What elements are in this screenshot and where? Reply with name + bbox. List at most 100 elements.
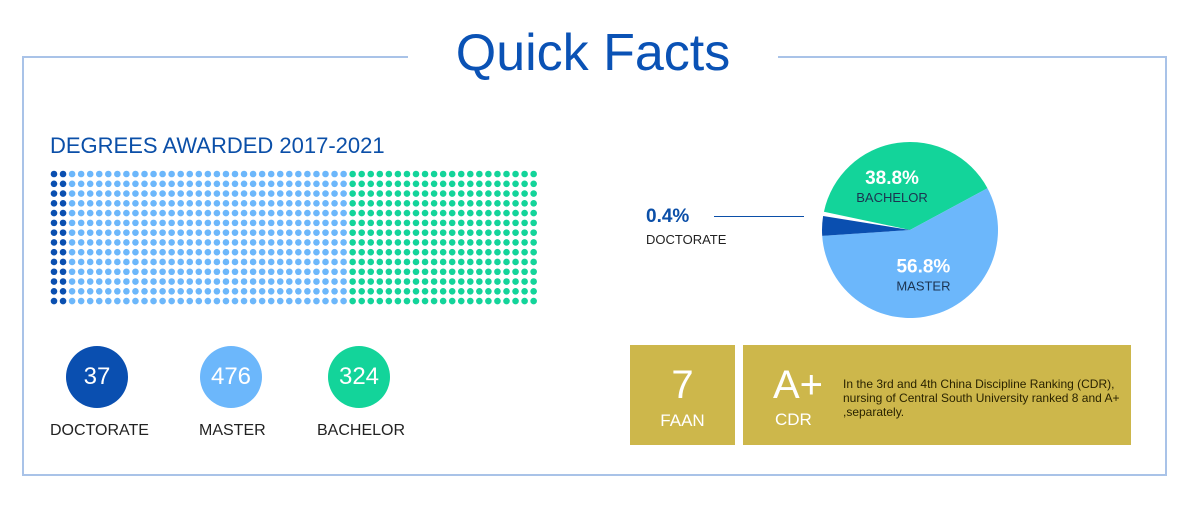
dot — [77, 170, 85, 178]
dot — [86, 200, 94, 207]
dot — [521, 229, 528, 236]
dot — [295, 239, 302, 246]
dot — [213, 200, 221, 207]
dot — [258, 190, 266, 197]
dot — [385, 180, 393, 188]
dot — [358, 297, 366, 305]
dot — [59, 239, 67, 246]
dot — [439, 219, 447, 227]
dot — [276, 209, 284, 217]
dot — [530, 200, 537, 207]
dot — [448, 190, 456, 197]
dot — [132, 229, 139, 236]
dot — [258, 268, 266, 276]
dot — [331, 258, 338, 266]
dot — [331, 180, 338, 188]
dot — [186, 258, 194, 266]
pie-slice-doctorate — [822, 215, 910, 236]
dot — [276, 170, 284, 178]
dot — [448, 170, 456, 178]
dot — [530, 258, 537, 266]
dot — [457, 258, 465, 266]
dot — [403, 200, 411, 207]
dot — [231, 209, 239, 217]
dot — [313, 287, 320, 295]
dot — [430, 190, 438, 197]
doctorate-count-circle: 37 — [66, 346, 128, 408]
dot — [231, 297, 239, 305]
dot — [394, 190, 402, 197]
dot — [105, 287, 112, 295]
dot — [213, 297, 221, 305]
dot — [439, 200, 447, 207]
dot — [258, 209, 266, 217]
dot — [430, 239, 438, 246]
dot — [521, 287, 528, 295]
dot — [249, 180, 257, 188]
dot — [530, 248, 537, 256]
dot — [457, 268, 465, 276]
dot — [141, 219, 148, 227]
dot — [195, 200, 203, 207]
bachelor-count-circle: 324 — [328, 346, 390, 408]
dot — [159, 248, 166, 256]
dot — [114, 258, 121, 266]
dot — [530, 209, 537, 217]
dot — [204, 268, 212, 276]
pie-slice-bachelor — [823, 141, 988, 230]
dot — [376, 209, 384, 217]
dot — [439, 287, 447, 295]
dot — [77, 209, 85, 217]
degree-pie-chart: 38.8%BACHELOR 56.8%MASTER — [822, 141, 998, 318]
faan-box: 7 FAAN — [630, 345, 735, 445]
dot — [512, 297, 519, 305]
dot — [512, 200, 519, 207]
dot — [267, 200, 275, 207]
dot — [376, 278, 384, 285]
dot — [349, 239, 356, 246]
dot — [385, 297, 393, 305]
dot — [467, 239, 474, 246]
dot — [430, 258, 438, 266]
dot — [530, 297, 537, 305]
dot — [403, 190, 411, 197]
dot — [132, 268, 139, 276]
master-label: MASTER — [199, 422, 266, 439]
dot — [322, 200, 329, 207]
dot — [150, 258, 157, 266]
doctorate-leader-line — [714, 216, 804, 217]
dot — [195, 258, 203, 266]
doctorate-pct-label: 0.4% — [646, 206, 690, 227]
dot — [457, 170, 465, 178]
dot — [114, 268, 121, 276]
dot — [521, 180, 528, 188]
dot — [340, 200, 347, 207]
faan-value: 7 — [671, 363, 694, 407]
dot — [258, 180, 266, 188]
dot — [222, 170, 230, 178]
dot — [367, 200, 375, 207]
dot — [403, 219, 411, 227]
dot — [213, 287, 221, 295]
dot — [159, 287, 166, 295]
dot — [412, 278, 420, 285]
dot — [186, 200, 194, 207]
dot — [267, 278, 275, 285]
dot — [95, 278, 103, 285]
dot — [123, 200, 130, 207]
dot — [195, 297, 203, 305]
dot — [385, 278, 393, 285]
dot — [177, 248, 184, 256]
dot — [412, 170, 420, 178]
dot — [159, 219, 166, 227]
dot — [412, 200, 420, 207]
dot — [457, 190, 465, 197]
dot — [105, 209, 112, 217]
dot — [86, 229, 94, 236]
dot — [132, 239, 139, 246]
dot — [68, 209, 76, 217]
dot — [105, 268, 112, 276]
dot — [195, 229, 203, 236]
dot — [476, 219, 483, 227]
dot — [222, 190, 230, 197]
